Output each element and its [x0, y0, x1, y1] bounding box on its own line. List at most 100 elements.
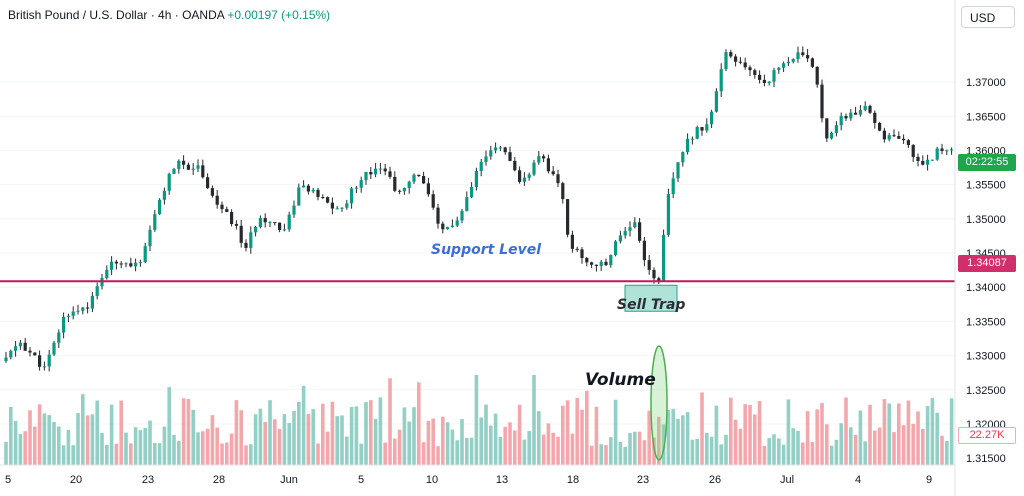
- candle-body: [772, 70, 776, 82]
- candle-body: [527, 174, 531, 178]
- volume-bar: [676, 418, 680, 465]
- candle-body: [167, 173, 171, 191]
- volume-bar: [210, 415, 215, 465]
- volume-bar: [220, 443, 224, 465]
- candle-body: [263, 218, 267, 223]
- candle-body: [393, 176, 397, 191]
- candle-body: [302, 185, 306, 188]
- volume-bar: [441, 416, 445, 465]
- volume-bar: [575, 397, 579, 465]
- volume-bar: [599, 444, 603, 465]
- volume-bar: [743, 404, 747, 465]
- candle-body: [810, 58, 814, 67]
- price-tick-label: 1.35000: [966, 214, 1006, 226]
- candle-body: [426, 183, 430, 195]
- volume-bar: [892, 432, 896, 465]
- candle-body: [268, 222, 272, 224]
- candle-body: [911, 145, 915, 157]
- volume-bar: [316, 443, 320, 465]
- candle-body: [306, 185, 310, 192]
- volume-bar: [330, 401, 335, 465]
- volume-bar: [594, 406, 599, 465]
- candle-body: [868, 105, 872, 113]
- candle-body: [863, 105, 867, 110]
- time-tick-label: 18: [567, 474, 579, 486]
- candle-body: [431, 194, 435, 208]
- volume-bar: [690, 439, 695, 465]
- volume-bar: [33, 426, 37, 465]
- candle-body: [647, 260, 651, 270]
- volume-bar: [335, 416, 339, 465]
- candle-body: [695, 127, 699, 139]
- support-price-tag: 1.34087: [958, 255, 1016, 272]
- candle-body: [700, 127, 704, 131]
- candle-body: [249, 232, 253, 248]
- candle-body: [28, 350, 32, 353]
- volume-bar: [911, 423, 915, 465]
- candle-body: [714, 91, 718, 112]
- candle-body: [186, 164, 190, 170]
- candle-body: [743, 62, 747, 68]
- volume-bar: [268, 400, 272, 465]
- volume-bar: [215, 427, 219, 465]
- volume-bar: [897, 403, 901, 465]
- volume-bar: [901, 425, 906, 465]
- candle-body: [254, 226, 258, 233]
- candle-body: [153, 214, 157, 230]
- candle-body: [330, 202, 334, 209]
- volume-bar: [738, 428, 743, 465]
- volume-bar: [853, 434, 858, 465]
- candle-body: [926, 159, 930, 165]
- volume-bar: [421, 442, 426, 465]
- candle-body: [134, 262, 138, 267]
- volume-bar: [834, 439, 839, 465]
- candle-body: [311, 189, 315, 192]
- price-tick-label: 1.31500: [966, 453, 1006, 465]
- candle-body: [244, 242, 248, 248]
- volume-bar: [325, 431, 330, 465]
- candle-body: [479, 162, 483, 171]
- candle-body: [844, 116, 848, 119]
- currency-selector[interactable]: USD: [961, 6, 1015, 28]
- candle-body: [666, 194, 670, 235]
- volume-spike-highlight: [650, 345, 668, 461]
- volume-bar: [815, 409, 819, 465]
- volume-bar: [681, 415, 685, 465]
- candle-body: [580, 249, 584, 258]
- volume-bar: [196, 432, 200, 465]
- volume-bar: [167, 387, 171, 465]
- candle-body: [494, 147, 498, 151]
- volume-bar: [777, 438, 781, 465]
- candle-body: [628, 227, 632, 231]
- candle-body: [542, 156, 546, 159]
- volume-bar: [181, 398, 186, 465]
- candle-body: [42, 366, 46, 368]
- candle-body: [590, 262, 594, 265]
- volume-bar: [148, 420, 152, 465]
- candle-body: [825, 118, 829, 139]
- volume-bar: [709, 436, 714, 465]
- volume-bar: [119, 400, 123, 465]
- candle-body: [815, 66, 819, 85]
- candle-body: [724, 52, 728, 70]
- candle-body: [158, 199, 162, 215]
- candle-body: [23, 342, 27, 351]
- volume-bar: [873, 430, 877, 465]
- volume-bar: [13, 421, 18, 465]
- volume-bar: [383, 442, 387, 465]
- volume-bar: [863, 441, 867, 465]
- candle-body: [66, 315, 70, 317]
- candle-body: [110, 261, 114, 270]
- candle-body: [882, 130, 886, 140]
- sell-trap-label: Sell Trap: [617, 297, 686, 313]
- volume-bar: [565, 400, 570, 465]
- candle-body: [114, 261, 118, 264]
- price-tick-label: 1.36500: [966, 111, 1006, 123]
- candlesticks: [4, 46, 954, 372]
- volume-bar: [273, 419, 277, 465]
- candle-body: [940, 148, 944, 151]
- volume-bar: [561, 405, 565, 465]
- candle-body: [604, 261, 608, 266]
- volume-bar: [445, 422, 450, 465]
